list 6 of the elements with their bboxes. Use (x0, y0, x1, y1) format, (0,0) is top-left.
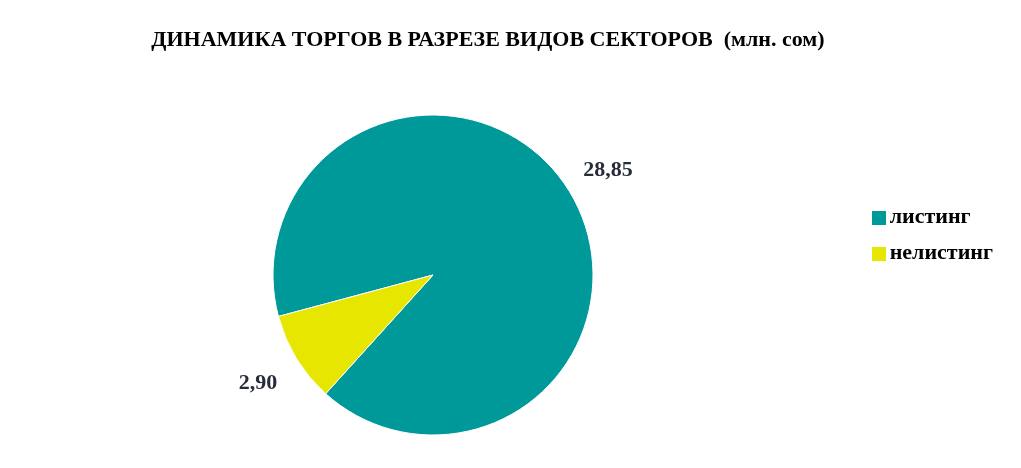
data-label: 2,90 (238, 369, 278, 395)
legend-label: нелистинг (889, 239, 993, 264)
legend-label: листинг (889, 203, 971, 228)
chart-title: ДИНАМИКА ТОРГОВ В РАЗРЕЗЕ ВИДОВ СЕКТОРОВ (млн. сом) (150, 26, 826, 52)
pie-slice (277, 274, 434, 395)
data-label: 28,85 (583, 155, 633, 181)
